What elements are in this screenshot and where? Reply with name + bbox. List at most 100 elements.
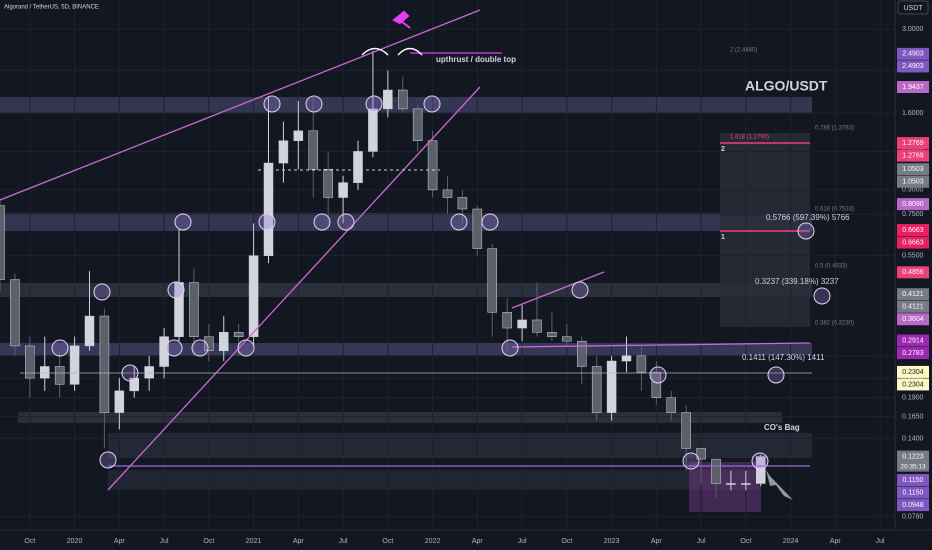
price-label: 1.9437 bbox=[902, 84, 924, 91]
candle-body bbox=[532, 319, 542, 333]
x-tick-label: Jul bbox=[339, 538, 348, 545]
candle-body bbox=[412, 108, 423, 141]
price-label-box bbox=[897, 474, 929, 487]
candle-body bbox=[591, 366, 602, 413]
candle-body bbox=[159, 336, 169, 367]
x-tick-label: 2021 bbox=[246, 538, 262, 545]
candle-body bbox=[129, 377, 139, 392]
candle-body bbox=[547, 332, 557, 337]
zone bbox=[18, 412, 782, 423]
countdown: 20:35:13 bbox=[900, 463, 926, 470]
price-label-box bbox=[897, 163, 929, 176]
highlight-circle bbox=[174, 213, 192, 231]
candle-body bbox=[577, 340, 587, 367]
background-layer bbox=[0, 97, 812, 512]
x-tick-label: Oct bbox=[382, 538, 393, 545]
candle-body bbox=[502, 312, 512, 329]
candle-body bbox=[383, 89, 393, 110]
candles bbox=[0, 50, 766, 498]
price-label-box bbox=[897, 236, 929, 249]
candle-body bbox=[457, 197, 468, 210]
highlight-circle bbox=[167, 281, 185, 299]
x-tick-label: 2024 bbox=[783, 538, 799, 545]
y-tick-label: 0.1650 bbox=[902, 413, 924, 420]
price-label: 0.2304 bbox=[902, 369, 924, 376]
candle-body bbox=[10, 279, 20, 347]
trendline bbox=[107, 86, 481, 491]
candle-body bbox=[25, 345, 35, 379]
price-label-box bbox=[897, 80, 929, 93]
price-label: 0.1150 bbox=[903, 489, 924, 496]
x-tick-label: Oct bbox=[740, 538, 751, 545]
x-tick-label: Apr bbox=[472, 538, 484, 545]
candle-body bbox=[323, 169, 333, 198]
candle-body bbox=[621, 355, 632, 362]
currency[interactable]: USDT bbox=[903, 5, 923, 12]
x-tick-label: Apr bbox=[114, 538, 126, 545]
price-label-box bbox=[897, 378, 929, 391]
fib-box bbox=[720, 133, 810, 327]
highlight-circle bbox=[99, 451, 117, 469]
candle-body bbox=[666, 397, 676, 413]
candle-body bbox=[711, 458, 721, 484]
x-tick-label: Oct bbox=[561, 538, 572, 545]
trendline bbox=[511, 342, 811, 348]
price-label: 0.1150 bbox=[903, 477, 924, 484]
candle-body bbox=[681, 412, 691, 449]
currency-box[interactable] bbox=[897, 0, 929, 15]
overlay: upthrust / double top CO's Bag 0.5766 (5… bbox=[0, 5, 854, 500]
candle-body bbox=[726, 483, 736, 485]
price-label: 0.6663 bbox=[902, 227, 924, 234]
price-label-box bbox=[897, 347, 929, 360]
price-label-box bbox=[897, 499, 929, 512]
trendline bbox=[511, 271, 605, 309]
price-label-box bbox=[897, 486, 929, 499]
candle-body bbox=[427, 140, 438, 191]
fib-label: 0.382 (0.3230) bbox=[815, 321, 854, 327]
price-label: 0.4121 bbox=[902, 291, 924, 298]
fib-label: 0.786 (1.3763) bbox=[815, 126, 854, 132]
x-tick-label: Apr bbox=[651, 538, 663, 545]
y-tick-label: 0.1400 bbox=[902, 435, 924, 442]
x-tick-label: 2022 bbox=[425, 538, 441, 545]
highlight-circle bbox=[797, 222, 815, 240]
x-tick-label: Jul bbox=[160, 538, 169, 545]
price-label-box bbox=[897, 137, 929, 150]
y-tick-label: 0.5500 bbox=[902, 253, 924, 260]
symbol-header: Algorand / TetherUS, 5D, BINANCE bbox=[4, 5, 99, 11]
y-tick-label: 3.0000 bbox=[902, 26, 924, 33]
hammer-icon bbox=[392, 10, 411, 29]
zone bbox=[689, 462, 761, 512]
candle-body bbox=[293, 130, 304, 141]
price-label: 0.2304 bbox=[902, 381, 924, 388]
zone bbox=[108, 433, 812, 458]
candle-body bbox=[204, 336, 214, 352]
trendline bbox=[0, 9, 481, 201]
price-label: 0.3604 bbox=[902, 316, 924, 323]
highlight-circle bbox=[682, 452, 700, 470]
fib-label: 1 bbox=[721, 234, 725, 241]
price-label: 0.6663 bbox=[902, 239, 924, 246]
candle-body bbox=[278, 140, 289, 164]
candle-body bbox=[562, 336, 572, 342]
highlight-circle bbox=[93, 283, 111, 301]
candle-body bbox=[741, 483, 751, 485]
candle-body bbox=[54, 366, 65, 385]
price-label-box bbox=[897, 450, 929, 463]
highlight-circle bbox=[237, 339, 255, 357]
price-label-box bbox=[897, 300, 929, 313]
highlight-circle bbox=[121, 364, 139, 382]
highlight-circle bbox=[313, 213, 331, 231]
annotation: CO's Bag bbox=[764, 423, 800, 432]
price-label-box bbox=[897, 224, 929, 237]
x-tick-label: Jul bbox=[876, 538, 885, 545]
highlight-circle bbox=[258, 213, 276, 231]
x-tick-label: 2023 bbox=[604, 538, 620, 545]
highlight-circle bbox=[51, 339, 69, 357]
x-tick-label: Oct bbox=[24, 538, 35, 545]
x-tick-label: Jul bbox=[697, 538, 706, 545]
x-tick-label: 2020 bbox=[67, 538, 83, 545]
price-label: 0.8090 bbox=[902, 201, 924, 208]
y-tick-label: 0.1900 bbox=[902, 395, 924, 402]
